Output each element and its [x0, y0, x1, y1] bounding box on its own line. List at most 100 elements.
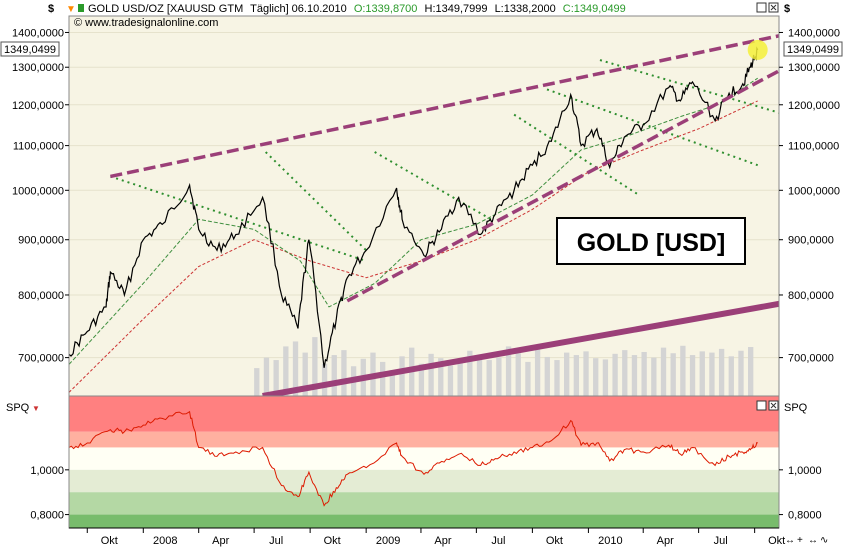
volume-bar	[486, 360, 492, 396]
close-icon-cross	[770, 4, 777, 11]
indicator-close-icon-cross	[770, 402, 777, 409]
indicator-label-left: SPQ	[6, 402, 30, 414]
price-y-tick-label-right: 900,0000	[788, 235, 834, 247]
volume-bar	[447, 365, 454, 396]
last-price-left-value: 1349,0499	[4, 44, 56, 56]
volume-bar	[728, 356, 734, 396]
candle-icon	[78, 4, 84, 12]
channel-dotted-line	[513, 113, 640, 196]
channel-dotted-line	[546, 88, 759, 167]
wave-button[interactable]: ∿	[820, 535, 828, 546]
volume-bar	[399, 356, 405, 396]
maximize-button[interactable]	[756, 2, 767, 13]
volume-bar	[670, 353, 676, 396]
price-y-tick-label-left: 1000,0000	[12, 185, 64, 197]
time-axis-tick-label: Jul	[714, 535, 728, 547]
volume-bar	[641, 351, 647, 396]
volume-bar	[273, 360, 279, 396]
channel-dotted-line	[374, 151, 492, 221]
currency-left: $	[48, 3, 54, 15]
volume-bar	[593, 358, 599, 396]
indicator-maximize-button[interactable]	[756, 400, 767, 411]
volume-bar	[583, 351, 589, 396]
spq-series	[68, 410, 758, 507]
time-axis-tick-label: Okt	[101, 535, 118, 547]
spq-zones	[69, 396, 779, 528]
price-y-tick-label-left: 1200,0000	[12, 100, 64, 112]
scroll-right-icon: +	[797, 535, 803, 546]
time-axis-tick-label: 2009	[376, 535, 400, 547]
volume-bar	[389, 369, 396, 396]
long-moving-average-line	[68, 100, 758, 393]
volume-bar	[631, 355, 638, 396]
volume-bar	[525, 361, 531, 396]
indicator-header: SPQ ▼ SPQ	[6, 400, 808, 414]
price-y-tick-label-left: 1400,0000	[12, 27, 64, 39]
scroll-left-button[interactable]: ↔	[785, 535, 795, 546]
spq-y-tick-label-left: 0,8000	[30, 510, 64, 522]
overlay-title-box: GOLD [USD]	[556, 217, 746, 265]
spq-y-axis-right: 0,8000 1,0000	[779, 465, 822, 522]
volume-bar	[602, 359, 609, 396]
last-price-right-value: 1349,0499	[787, 44, 839, 56]
price-y-tick-label-left: 800,0000	[18, 290, 64, 302]
spq-zone	[69, 447, 779, 470]
price-y-tick-label-left: 1300,0000	[12, 62, 64, 74]
trendlines	[110, 34, 780, 399]
instrument-name: GOLD USD/OZ [XAUUSD GTM	[88, 3, 243, 15]
volume-bar	[564, 352, 570, 396]
spq-zone	[69, 514, 779, 528]
volume-bar	[738, 350, 744, 396]
volume-bar	[438, 358, 444, 396]
indicator-maximize-icon	[756, 400, 767, 411]
volume-bars	[254, 337, 754, 396]
volume-bar	[321, 363, 328, 396]
time-axis-tick-label: Apr	[434, 535, 451, 547]
spq-y-tick-label-left: 1,0000	[30, 465, 64, 477]
price-y-tick-label-right: 1400,0000	[788, 27, 840, 39]
frequency-date: Täglich] 06.10.2010	[250, 3, 347, 15]
scroll-left-icon: ↔	[785, 535, 795, 546]
volume-bar	[748, 347, 754, 396]
volume-bar	[496, 357, 502, 396]
overlay-title: GOLD [USD]	[577, 229, 726, 257]
time-axis-tick-label: 2008	[153, 535, 177, 547]
spq-zone	[69, 396, 779, 432]
volume-bar	[312, 337, 318, 396]
volume-bar	[302, 352, 308, 396]
volume-bar	[292, 341, 299, 396]
volume-bar	[622, 350, 628, 396]
spq-zone	[69, 469, 779, 493]
volume-bar	[254, 368, 260, 396]
long-moving-average	[68, 100, 758, 393]
trendline-dashed	[110, 34, 780, 179]
close-value: C:1349,0499	[563, 3, 626, 15]
indicator-close-button[interactable]	[768, 400, 779, 411]
wave-icon: ∿	[820, 535, 828, 546]
price-y-tick-label-right: 1300,0000	[788, 62, 840, 74]
indicator-label-right: SPQ	[784, 402, 808, 414]
volume-bar	[283, 346, 289, 396]
price-y-tick-label-right: 1100,0000	[788, 141, 839, 153]
volume-bar	[476, 355, 483, 396]
time-axis-tick-label: Apr	[657, 535, 674, 547]
last-price-left: 1349,0499	[0, 41, 60, 57]
currency-right: $	[784, 3, 790, 15]
volume-bar	[573, 355, 580, 396]
price-y-tick-label-left: 1100,0000	[13, 141, 64, 153]
time-axis-tick-label: Okt	[324, 535, 341, 547]
volume-bar	[680, 345, 686, 396]
trendline-dashed	[346, 69, 780, 303]
high-value: H:1349,7999	[425, 3, 488, 15]
volume-bar	[544, 356, 550, 396]
zoom-button[interactable]: ↔	[808, 535, 818, 546]
price-y-tick-label-right: 700,0000	[788, 353, 834, 365]
short-moving-average	[68, 77, 758, 365]
volume-bar	[467, 350, 473, 396]
down-arrow-icon: ▼	[66, 4, 76, 15]
spq-y-tick-label-right: 1,0000	[788, 465, 822, 477]
close-button[interactable]	[768, 2, 779, 13]
scroll-right-button[interactable]: +	[797, 535, 803, 546]
